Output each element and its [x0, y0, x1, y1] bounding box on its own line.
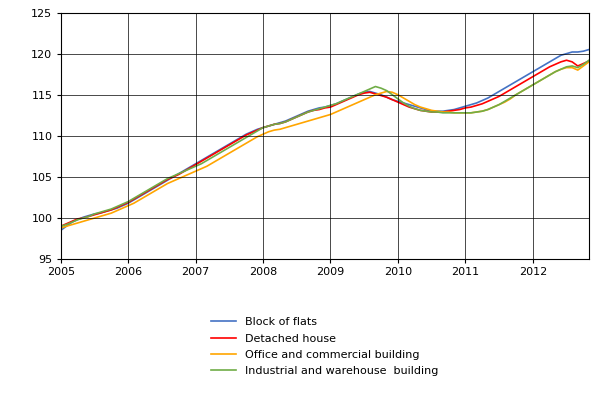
- Detached house: [344, 97, 351, 102]
- Block of flats: [417, 105, 424, 110]
- Legend: Block of flats, Detached house, Office and commercial building, Industrial and w: Block of flats, Detached house, Office a…: [208, 314, 441, 380]
- Office and commercial building: [57, 225, 64, 230]
- Line: Office and commercial building: Office and commercial building: [61, 45, 607, 228]
- Industrial and warehouse  building: [288, 117, 295, 122]
- Detached house: [417, 108, 424, 113]
- Block of flats: [288, 116, 295, 121]
- Industrial and warehouse  building: [417, 108, 424, 113]
- Office and commercial building: [214, 157, 222, 162]
- Line: Block of flats: Block of flats: [61, 33, 607, 230]
- Industrial and warehouse  building: [57, 224, 64, 229]
- Industrial and warehouse  building: [214, 151, 222, 156]
- Block of flats: [197, 158, 205, 163]
- Detached house: [57, 224, 64, 229]
- Block of flats: [57, 228, 64, 233]
- Office and commercial building: [197, 166, 205, 171]
- Detached house: [214, 149, 222, 154]
- Block of flats: [344, 96, 351, 101]
- Block of flats: [214, 148, 222, 153]
- Industrial and warehouse  building: [197, 161, 205, 166]
- Industrial and warehouse  building: [344, 96, 351, 101]
- Line: Detached house: Detached house: [61, 47, 607, 226]
- Detached house: [197, 159, 205, 164]
- Office and commercial building: [344, 104, 351, 110]
- Office and commercial building: [288, 123, 295, 128]
- Office and commercial building: [417, 104, 424, 110]
- Detached house: [288, 117, 295, 122]
- Line: Industrial and warehouse  building: Industrial and warehouse building: [61, 43, 607, 226]
